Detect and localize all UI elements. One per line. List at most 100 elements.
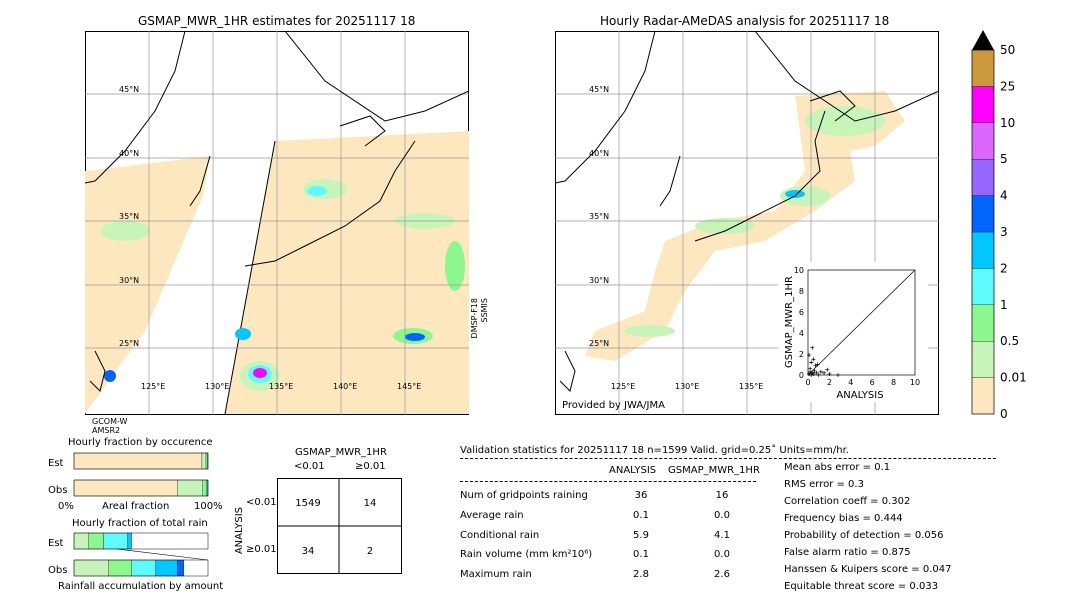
scatter-point-12: [813, 363, 818, 368]
scatter-xtick-5: 10: [910, 378, 920, 387]
validation-analysis-4: 2.8: [633, 569, 649, 580]
score-1: RMS error = 0.3: [784, 479, 864, 490]
total-bottom-label: Rainfall accumulation by amount: [58, 581, 224, 592]
tot-bars-obs-seg-3: [155, 559, 178, 577]
scatter-ylabel: GSMAP_MWR_1HR: [784, 276, 795, 368]
validation-gsmap-3: 0.0: [714, 549, 730, 560]
tot-bars-est-seg-0: [73, 532, 89, 550]
occ-bars-est-seg-1: [201, 452, 207, 470]
tot-bars-obs-seg-1: [108, 559, 132, 577]
validation-rule: [460, 458, 996, 459]
colorbar-label-2: 0.5: [1000, 334, 1019, 348]
right-lon-130: 130°E: [675, 382, 699, 391]
cell-d: 2: [367, 546, 373, 557]
left-map-title: GSMAP_MWR_1HR estimates for 20251117 18: [138, 14, 416, 28]
scatter-xtick-1: 2: [827, 378, 832, 387]
contingency-row-ge: ≥0.01: [246, 544, 277, 555]
left-lat-40: 40°N: [119, 149, 139, 158]
left-lat-45: 45°N: [119, 85, 139, 94]
contingency-col-lt: <0.01: [294, 461, 325, 472]
scatter-xtick-4: 8: [891, 378, 896, 387]
scatter-xtick-3: 6: [870, 378, 875, 387]
col-gsmap: GSMAP_MWR_1HR: [668, 465, 760, 476]
cell-b: 14: [364, 498, 377, 509]
validation-rule-2: [460, 481, 756, 482]
left-lon-140: 140°E: [333, 382, 357, 391]
left-lon-145: 145°E: [397, 382, 421, 391]
right-map-title: Hourly Radar-AMeDAS analysis for 2025111…: [600, 14, 890, 28]
colorbar-swatch-9: [971, 49, 995, 87]
colorbar-label-1: 0.01: [1000, 371, 1027, 385]
validation-label-2: Conditional rain: [460, 530, 540, 541]
scatter-xtick-0: 0: [805, 378, 810, 387]
validation-label-1: Average rain: [460, 510, 524, 521]
scatter-point-2: [809, 373, 814, 377]
sat-left-2: AMSR2: [92, 426, 121, 435]
occ-bars-est-seg-2: [205, 452, 208, 470]
scatter-point-5: [812, 368, 817, 373]
contingency-title: GSMAP_MWR_1HR: [295, 447, 387, 458]
total-title: Hourly fraction of total rain: [72, 518, 208, 529]
left-lon-125: 125°E: [141, 382, 165, 391]
tot-bars-est-seg-2: [103, 532, 128, 550]
left-lat-30: 30°N: [119, 276, 139, 285]
scatter-ytick-2: 4: [799, 329, 804, 338]
colorbar-label-5: 3: [1000, 225, 1008, 239]
colorbar-label-4: 2: [1000, 261, 1008, 275]
scatter-point-13: [822, 370, 827, 375]
right-lat-25: 25°N: [589, 339, 609, 348]
colorbar-label-9: 25: [1000, 79, 1015, 93]
colorbar-swatch-0: [971, 377, 995, 415]
colorbar-swatch-4: [971, 231, 995, 269]
left-lon-135: 135°E: [269, 382, 293, 391]
scatter-point-6: [808, 366, 813, 371]
validation-gsmap-2: 4.1: [714, 530, 730, 541]
colorbar-extend-arrow: [972, 30, 994, 50]
left-lon-130: 130°E: [205, 382, 229, 391]
scatter-point-17: [815, 362, 820, 367]
occ-bars-obs-seg-2: [202, 479, 207, 497]
occ-axis-left: 0%: [58, 501, 74, 512]
scatter-ytick-5: 10: [794, 266, 804, 275]
total-chart: Est Obs: [48, 532, 209, 577]
scatter-point-9: [818, 369, 823, 374]
occ-bars-obs-seg-1: [177, 479, 203, 497]
right-lon-125: 125°E: [611, 382, 635, 391]
left-lat-25: 25°N: [119, 339, 139, 348]
validation-label-4: Maximum rain: [460, 569, 532, 580]
tot-bars-obs-seg-0: [73, 559, 109, 577]
right-lat-35: 35°N: [589, 212, 609, 221]
left-swath-edge: [224, 140, 276, 415]
tot-bars-est-seg-3: [127, 532, 132, 550]
score-4: Probability of detection = 0.056: [784, 530, 944, 541]
colorbar-swatch-2: [971, 304, 995, 342]
right-lat-40: 40°N: [589, 149, 609, 158]
occurrence-chart: Est Obs: [48, 452, 209, 497]
validation-analysis-2: 5.9: [633, 530, 649, 541]
left-map: 45°N 40°N 35°N 30°N 25°N 125°E 130°E 135…: [85, 31, 469, 415]
validation-analysis-3: 0.1: [633, 549, 649, 560]
contingency-row-lt: <0.01: [246, 497, 277, 508]
left-lat-35: 35°N: [119, 212, 139, 221]
occurrence-title: Hourly fraction by occurence: [68, 437, 213, 448]
occ-bars-est-seg-0: [73, 452, 203, 470]
colorbar-label-10: 50: [1000, 43, 1015, 57]
tot-row-est: Est: [48, 538, 64, 549]
colorbar-swatch-8: [971, 86, 995, 123]
cell-a: 1549: [295, 498, 320, 509]
sat-left-1: GCOM-W: [92, 417, 128, 426]
tot-bars-obs-seg-4: [177, 559, 185, 577]
scatter-ytick-0: 0: [799, 371, 804, 380]
scatter-point-15: [835, 373, 840, 377]
right-lat-30: 30°N: [589, 276, 609, 285]
colorbar-swatch-6: [971, 159, 995, 196]
score-6: Hanssen & Kuipers score = 0.047: [784, 564, 952, 575]
tot-row-obs: Obs: [48, 565, 67, 576]
tot-bars-est-seg-1: [88, 532, 104, 550]
colorbar-swatch-7: [971, 122, 995, 160]
colorbar: 0 0.01 0.5 1 2 3 4 5 10 25 50: [971, 30, 1027, 420]
colorbar-label-7: 5: [1000, 152, 1008, 166]
scatter-point-14: [827, 371, 832, 376]
score-0: Mean abs error = 0.1: [784, 462, 891, 473]
scatter-point-0: [807, 371, 812, 376]
